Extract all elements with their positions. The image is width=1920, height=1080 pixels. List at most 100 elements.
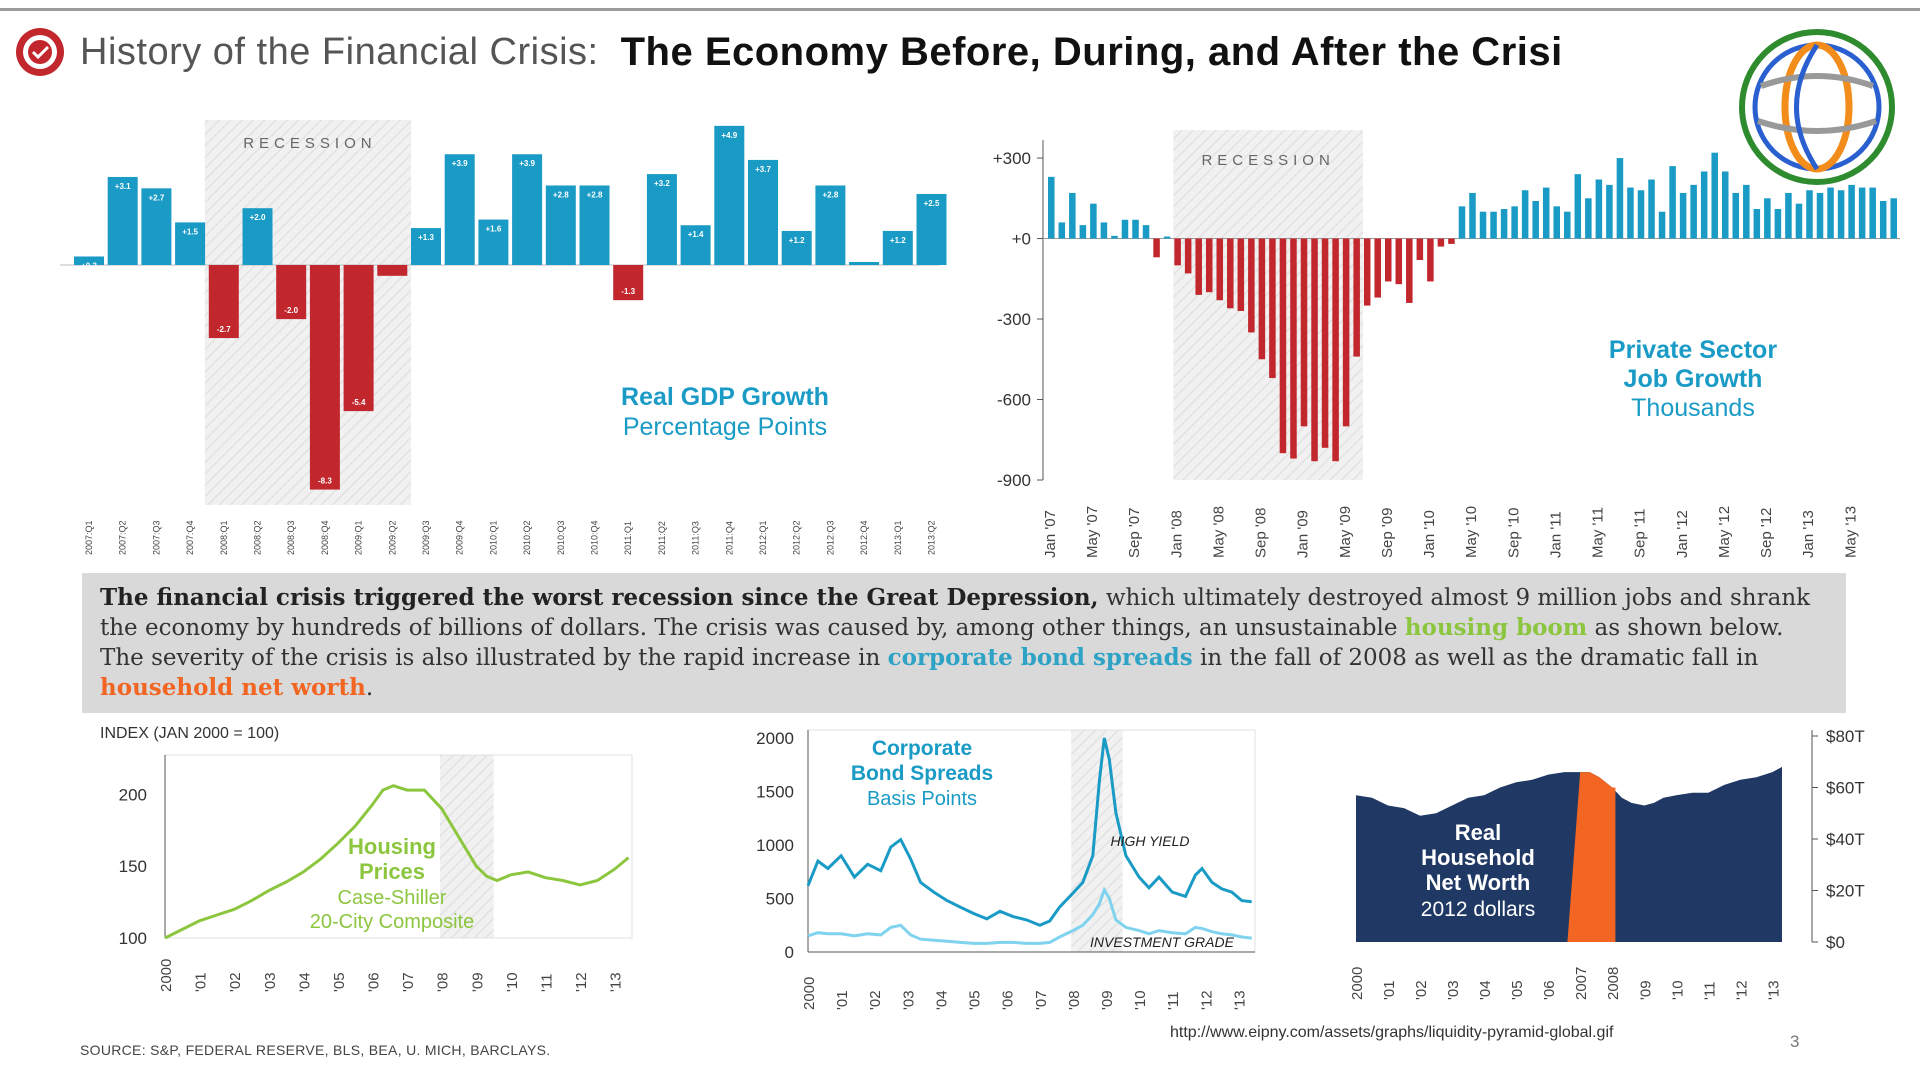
housing-x-tick: '05 xyxy=(331,972,348,992)
gdp-x-tick: 2007:Q4 xyxy=(185,520,195,555)
jobs-bar xyxy=(1806,190,1813,239)
jobs-bar xyxy=(1595,179,1603,239)
bond-spreads-chart: 2000 1500 1000 500 0 2000 '01 '02 '03 '04 '05 '06 '0… xyxy=(756,729,1256,1010)
bonds-x-tick: 2000 xyxy=(801,977,818,1010)
crisis-highlight-area xyxy=(1567,772,1616,942)
jobs-bar xyxy=(1111,235,1118,239)
housing-chart-subtitle-2: 20-City Composite xyxy=(310,911,475,933)
gdp-bar xyxy=(141,188,172,265)
bonds-x-tick: '13 xyxy=(1231,990,1248,1010)
gdp-bar xyxy=(411,228,441,265)
jobs-bar xyxy=(1564,211,1571,239)
jobs-bar xyxy=(1606,184,1613,239)
gdp-data-label: -2.7 xyxy=(217,325,231,334)
gdp-data-label: -2.0 xyxy=(284,306,298,315)
jobs-chart-title: Private Sector xyxy=(1609,336,1777,364)
gdp-data-label: +3.9 xyxy=(452,159,468,168)
jobs-bar xyxy=(1332,238,1339,462)
jobs-bar xyxy=(1227,238,1234,309)
investment-grade-line xyxy=(807,886,1252,945)
jobs-bar xyxy=(1458,206,1466,239)
housing-x-tick: '10 xyxy=(504,972,521,992)
gdp-bar xyxy=(748,159,778,265)
high-yield-label: HIGH YIELD xyxy=(1110,833,1189,849)
jobs-x-tick: Sep '08 xyxy=(1253,508,1270,558)
bonds-x-tick: '09 xyxy=(1099,990,1116,1010)
gdp-bar xyxy=(545,185,576,265)
gdp-x-tick: 2012:Q3 xyxy=(825,520,835,555)
jobs-bar xyxy=(1616,158,1624,239)
housing-x-tick: '07 xyxy=(400,972,417,992)
summary-text-1: which ultimately destroyed almost 9 mill… xyxy=(100,585,1811,641)
gdp-data-label: +2.8 xyxy=(823,190,839,199)
networth-y-tick: $20T xyxy=(1826,882,1865,901)
jobs-bar xyxy=(1163,236,1171,239)
jobs-bar xyxy=(1743,184,1750,239)
source-url[interactable]: http://www.eipny.com/assets/graphs/liqui… xyxy=(1170,1024,1614,1041)
gdp-data-label: +1.3 xyxy=(418,233,434,242)
jobs-bar xyxy=(1121,219,1129,239)
housing-price-line xyxy=(164,784,630,940)
jobs-bar xyxy=(1248,238,1255,333)
gdp-bar xyxy=(916,194,947,265)
jobs-bar xyxy=(1069,192,1076,239)
bonds-x-tick: '02 xyxy=(867,990,884,1010)
jobs-bar xyxy=(1132,219,1139,239)
jobs-bar xyxy=(1637,190,1645,239)
jobs-bar xyxy=(1058,222,1066,239)
networth-x-tick: '06 xyxy=(1541,980,1558,1000)
jobs-bar xyxy=(1511,206,1518,239)
net-worth-area xyxy=(1356,766,1782,942)
bonds-x-tick: '07 xyxy=(1033,990,1050,1010)
gdp-bar xyxy=(343,265,374,412)
gdp-bar xyxy=(107,176,138,265)
summary-paragraph: The financial crisis triggered the worst… xyxy=(82,573,1846,713)
jobs-x-tick: May '11 xyxy=(1590,507,1607,558)
gdp-x-tick: 2009:Q3 xyxy=(421,520,431,555)
jobs-bar xyxy=(1406,238,1413,303)
jobs-bar xyxy=(1237,238,1245,311)
recession-label: RECESSION xyxy=(1201,152,1334,169)
gdp-data-label: +3.2 xyxy=(654,179,670,188)
recession-band xyxy=(1173,130,1363,480)
housing-boom-highlight: housing boom xyxy=(1404,614,1588,641)
recession-band xyxy=(440,755,494,938)
summary-text-2: as shown below. The severity of the cris… xyxy=(100,615,1784,671)
networth-y-tick: $60T xyxy=(1826,779,1865,798)
networth-y-tick: $80T xyxy=(1826,727,1865,746)
gdp-data-label: +2.0 xyxy=(250,213,266,222)
bonds-x-tick: '10 xyxy=(1132,990,1149,1010)
housing-y-tick: 200 xyxy=(119,785,147,804)
jobs-bar xyxy=(1585,198,1592,239)
jobs-bar xyxy=(1690,184,1697,239)
gdp-bar xyxy=(208,265,239,339)
gdp-bar xyxy=(613,265,644,301)
jobs-x-tick: Sep '11 xyxy=(1632,509,1649,558)
jobs-bar xyxy=(1311,238,1318,462)
gdp-data-label: +2.8 xyxy=(587,190,603,199)
gdp-x-tick: 2011:Q2 xyxy=(657,521,667,555)
jobs-x-tick: Sep '09 xyxy=(1379,508,1396,558)
summary-text-3: in the fall of 2008 as well as the drama… xyxy=(1192,645,1759,671)
housing-chart-title-2: Prices xyxy=(359,859,425,884)
summary-lead: The financial crisis triggered the worst… xyxy=(100,584,1099,611)
gdp-bar xyxy=(512,154,543,265)
housing-x-tick: 2000 xyxy=(158,959,175,992)
gdp-x-tick: 2007:Q3 xyxy=(151,520,161,555)
job-growth-chart: RECESSION +300 +0 -300 -600 -900 Jan '07 May '0… xyxy=(993,130,1900,558)
bonds-y-tick: 2000 xyxy=(756,729,794,748)
gdp-data-label: +3.7 xyxy=(755,165,771,174)
jobs-bar xyxy=(1427,238,1434,282)
gdp-bar xyxy=(478,219,509,265)
bonds-x-tick: '11 xyxy=(1165,992,1182,1010)
jobs-bar xyxy=(1300,238,1308,427)
jobs-chart-title-2: Job Growth xyxy=(1624,365,1763,393)
jobs-bar xyxy=(1869,187,1876,239)
jobs-bar xyxy=(1658,211,1666,239)
page-number: 3 xyxy=(1790,1032,1800,1051)
source-note: SOURCE: S&P, FEDERAL RESERVE, BLS, BEA, … xyxy=(80,1042,551,1058)
gdp-x-tick: 2012:Q2 xyxy=(792,520,802,555)
housing-x-tick: '04 xyxy=(296,972,313,992)
gdp-data-label: +3.9 xyxy=(519,159,535,168)
net-worth-highlight: household net worth xyxy=(100,674,366,701)
